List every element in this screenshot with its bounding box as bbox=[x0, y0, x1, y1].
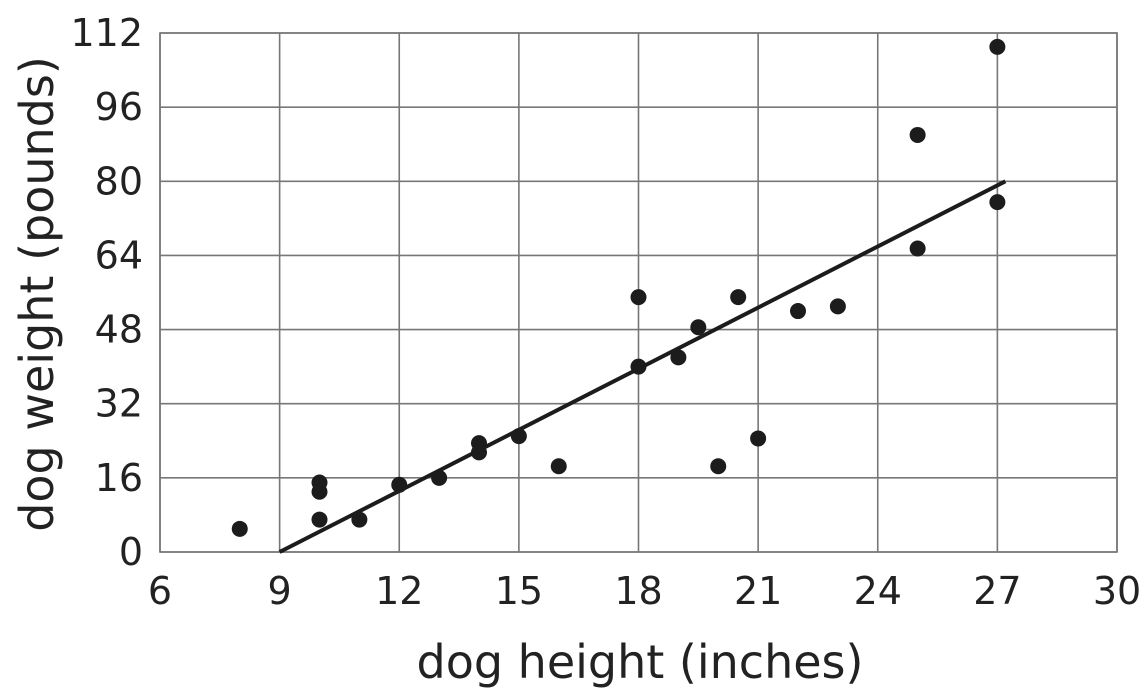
data-points bbox=[231, 38, 1006, 537]
data-point bbox=[391, 476, 408, 493]
x-tick-label: 21 bbox=[734, 569, 782, 613]
data-point bbox=[351, 511, 368, 528]
data-point bbox=[750, 430, 767, 447]
y-tick-label: 48 bbox=[95, 308, 143, 352]
x-tick-label: 27 bbox=[973, 569, 1021, 613]
data-point bbox=[989, 194, 1006, 211]
x-axis-title: dog height (inches) bbox=[417, 635, 864, 688]
data-point bbox=[311, 483, 328, 500]
data-point bbox=[510, 428, 527, 445]
y-tick-labels: 0 16 32 48 64 80 96 112 bbox=[70, 11, 143, 574]
data-point bbox=[231, 520, 248, 537]
data-point bbox=[431, 469, 448, 486]
x-tick-label: 12 bbox=[375, 569, 423, 613]
x-tick-labels: 6 9 12 15 18 21 24 27 30 bbox=[148, 569, 1141, 613]
x-tick-label: 15 bbox=[495, 569, 543, 613]
data-point bbox=[630, 358, 647, 375]
x-tick-label: 30 bbox=[1093, 569, 1141, 613]
data-point bbox=[790, 303, 806, 320]
data-point bbox=[690, 319, 707, 336]
y-tick-label: 112 bbox=[70, 11, 143, 55]
y-tick-label: 0 bbox=[119, 530, 143, 574]
data-point bbox=[630, 289, 647, 306]
y-tick-label: 16 bbox=[95, 456, 143, 500]
data-point bbox=[710, 458, 727, 475]
x-tick-label: 9 bbox=[268, 569, 292, 613]
y-tick-label: 32 bbox=[95, 382, 143, 426]
x-tick-label: 6 bbox=[148, 569, 172, 613]
data-point bbox=[909, 126, 926, 143]
data-point bbox=[550, 458, 567, 475]
x-tick-label: 18 bbox=[614, 569, 662, 613]
data-point bbox=[909, 240, 926, 257]
y-tick-label: 96 bbox=[95, 85, 143, 129]
data-point bbox=[730, 289, 747, 306]
data-point bbox=[670, 349, 687, 366]
y-tick-label: 80 bbox=[95, 159, 143, 203]
y-axis-title: dog weight (pounds) bbox=[10, 56, 64, 532]
y-tick-label: 64 bbox=[95, 233, 143, 277]
data-point bbox=[311, 511, 328, 528]
data-point bbox=[471, 444, 487, 461]
data-point bbox=[989, 38, 1006, 55]
x-tick-label: 24 bbox=[854, 569, 902, 613]
data-point bbox=[829, 298, 846, 315]
plot-frame bbox=[159, 32, 1118, 553]
